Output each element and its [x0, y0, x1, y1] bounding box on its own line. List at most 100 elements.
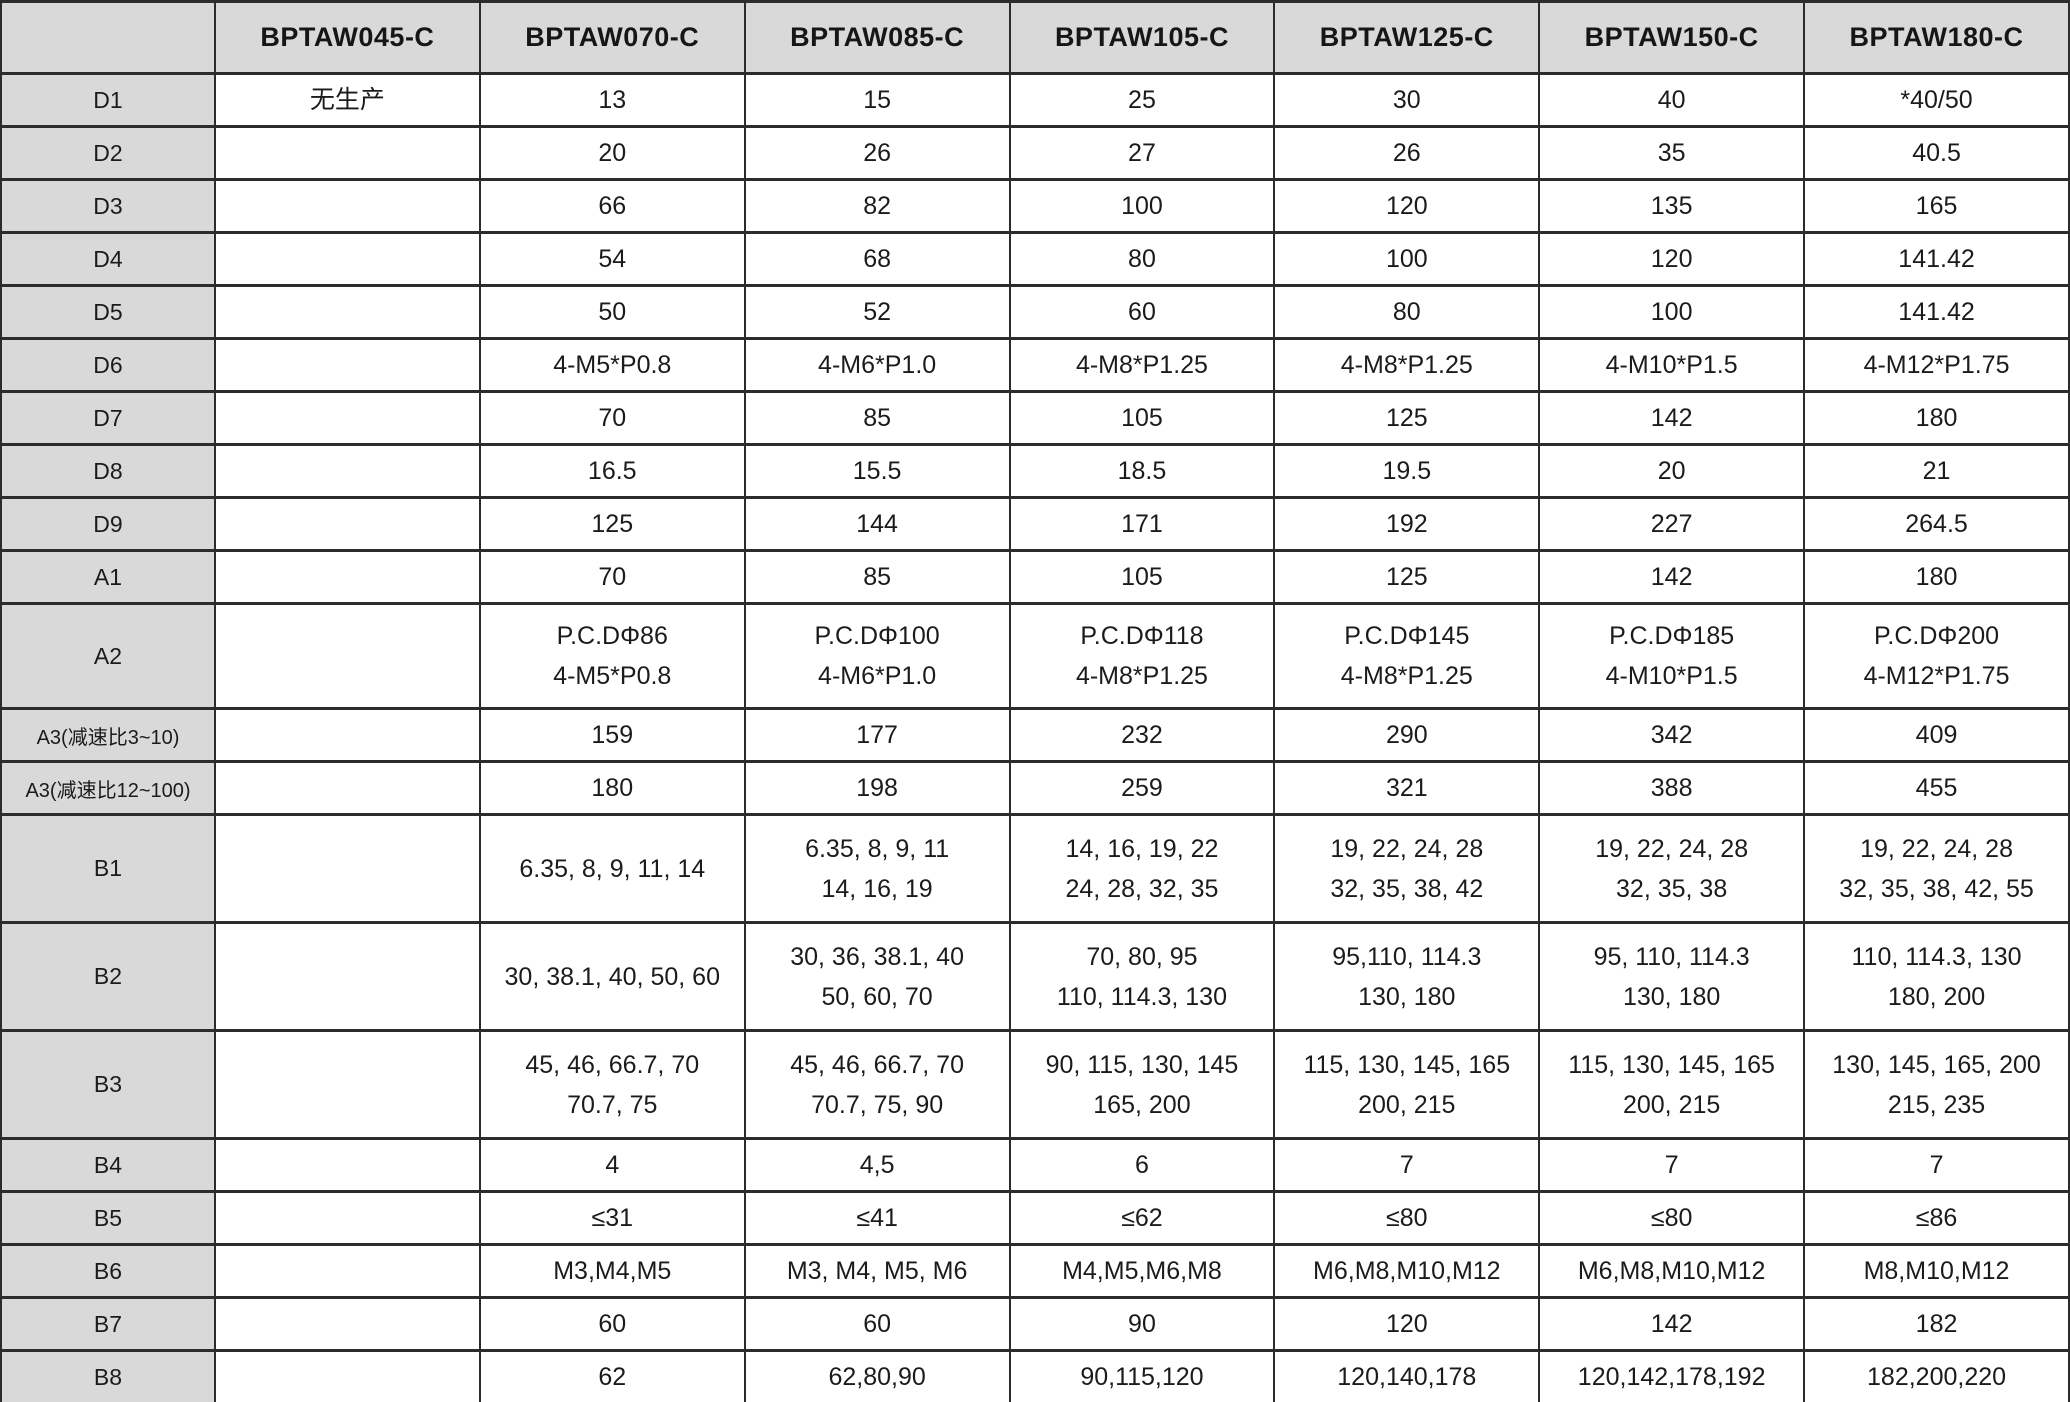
- table-cell: P.C.DΦ86 4-M5*P0.8: [478, 602, 746, 710]
- table-cell: [214, 390, 481, 446]
- row-label: B5: [0, 1190, 216, 1246]
- table-cell: [214, 760, 481, 816]
- table-cell: M4,M5,M6,M8: [1008, 1243, 1276, 1299]
- table-cell: 110, 114.3, 130 180, 200: [1803, 921, 2070, 1032]
- table-cell: 16.5: [478, 443, 746, 499]
- table-cell: 321: [1273, 760, 1541, 816]
- table-cell: [214, 1243, 481, 1299]
- table-cell: 19, 22, 24, 28 32, 35, 38, 42, 55: [1803, 813, 2070, 924]
- table-cell: 144: [743, 496, 1011, 552]
- table-cell: 45, 46, 66.7, 70 70.7, 75: [478, 1029, 746, 1140]
- table-cell: 50: [478, 284, 746, 340]
- table-cell: ≤86: [1803, 1190, 2070, 1246]
- table-cell: [214, 337, 481, 393]
- table-cell: 198: [743, 760, 1011, 816]
- row-label: B3: [0, 1029, 216, 1140]
- table-cell: 40.5: [1803, 125, 2070, 181]
- table-cell: 35: [1538, 125, 1806, 181]
- row-label: D5: [0, 284, 216, 340]
- row-label: D7: [0, 390, 216, 446]
- table-cell: 6.35, 8, 9, 11 14, 16, 19: [743, 813, 1011, 924]
- table-cell: [214, 178, 481, 234]
- row-label: A2: [0, 602, 216, 710]
- table-cell: 115, 130, 145, 165 200, 215: [1273, 1029, 1541, 1140]
- table-cell: 171: [1008, 496, 1276, 552]
- table-cell: [214, 1137, 481, 1193]
- table-cell: 182,200,220: [1803, 1349, 2070, 1402]
- table-cell: 141.42: [1803, 231, 2070, 287]
- row-label: B1: [0, 813, 216, 924]
- table-cell: [214, 1296, 481, 1352]
- table-row: A3(减速比12~100) 180 198 259 321 388 455: [0, 760, 2070, 816]
- table-cell: 409: [1803, 707, 2070, 763]
- table-cell: [214, 813, 481, 924]
- table-cell: ≤31: [478, 1190, 746, 1246]
- table-cell: [214, 443, 481, 499]
- table-cell: 177: [743, 707, 1011, 763]
- table-cell: 227: [1538, 496, 1806, 552]
- table-cell: 27: [1008, 125, 1276, 181]
- table-row: D4 54 68 80 100 120 141.42: [0, 231, 2070, 287]
- table-cell: 18.5: [1008, 443, 1276, 499]
- table-cell: 62: [478, 1349, 746, 1402]
- table-row: A1 70 85 105 125 142 180: [0, 549, 2070, 605]
- table-cell: 30: [1273, 72, 1541, 128]
- table-cell: 15.5: [743, 443, 1011, 499]
- column-header: BPTAW045-C: [214, 0, 481, 75]
- table-cell: P.C.DΦ200 4-M12*P1.75: [1803, 602, 2070, 710]
- table-cell: 180: [1803, 549, 2070, 605]
- table-cell: M3, M4, M5, M6: [743, 1243, 1011, 1299]
- table-cell: [214, 1190, 481, 1246]
- table-cell: 40: [1538, 72, 1806, 128]
- table-cell: P.C.DΦ185 4-M10*P1.5: [1538, 602, 1806, 710]
- table-cell: 95,110, 114.3 130, 180: [1273, 921, 1541, 1032]
- table-cell: ≤41: [743, 1190, 1011, 1246]
- table-cell: 68: [743, 231, 1011, 287]
- table-cell: 264.5: [1803, 496, 2070, 552]
- table-cell: 120: [1273, 1296, 1541, 1352]
- row-label: B8: [0, 1349, 216, 1402]
- row-label: A3(减速比3~10): [0, 707, 216, 763]
- table-cell: 290: [1273, 707, 1541, 763]
- table-cell: 80: [1008, 231, 1276, 287]
- table-cell: [214, 602, 481, 710]
- table-row: B2 30, 38.1, 40, 50, 60 30, 36, 38.1, 40 5…: [0, 921, 2070, 1032]
- table-cell: 115, 130, 145, 165 200, 215: [1538, 1029, 1806, 1140]
- table-cell: 192: [1273, 496, 1541, 552]
- table-cell: 70: [478, 390, 746, 446]
- table-cell: 180: [478, 760, 746, 816]
- table-cell: 4-M8*P1.25: [1273, 337, 1541, 393]
- table-cell: 无生产: [214, 72, 481, 128]
- table-cell: 60: [743, 1296, 1011, 1352]
- row-label: A3(减速比12~100): [0, 760, 216, 816]
- table-cell: 45, 46, 66.7, 70 70.7, 75, 90: [743, 1029, 1011, 1140]
- column-header: BPTAW085-C: [743, 0, 1011, 75]
- table-cell: 120: [1538, 231, 1806, 287]
- table-cell: ≤80: [1538, 1190, 1806, 1246]
- table-cell: 90: [1008, 1296, 1276, 1352]
- table-cell: 142: [1538, 549, 1806, 605]
- table-cell: 125: [1273, 549, 1541, 605]
- table-cell: 4-M6*P1.0: [743, 337, 1011, 393]
- table-cell: 135: [1538, 178, 1806, 234]
- column-header: BPTAW070-C: [478, 0, 746, 75]
- row-label: B6: [0, 1243, 216, 1299]
- column-header: BPTAW125-C: [1273, 0, 1541, 75]
- row-label: B7: [0, 1296, 216, 1352]
- table-cell: 180: [1803, 390, 2070, 446]
- table-cell: 4-M8*P1.25: [1008, 337, 1276, 393]
- table-cell: 70: [478, 549, 746, 605]
- row-label: D3: [0, 178, 216, 234]
- table-cell: 100: [1008, 178, 1276, 234]
- table-cell: 7: [1273, 1137, 1541, 1193]
- table-row: D9 125 144 171 192 227 264.5: [0, 496, 2070, 552]
- table-row: B4 4 4,5 6 7 7 7: [0, 1137, 2070, 1193]
- table-cell: 125: [478, 496, 746, 552]
- table-cell: 95, 110, 114.3 130, 180: [1538, 921, 1806, 1032]
- row-label: D6: [0, 337, 216, 393]
- table-cell: 100: [1538, 284, 1806, 340]
- table-cell: [214, 921, 481, 1032]
- corner-cell: [0, 0, 216, 75]
- table-row: A2 P.C.DΦ86 4-M5*P0.8 P.C.DΦ100 4-M6*P1.0 P…: [0, 602, 2070, 710]
- table-cell: 21: [1803, 443, 2070, 499]
